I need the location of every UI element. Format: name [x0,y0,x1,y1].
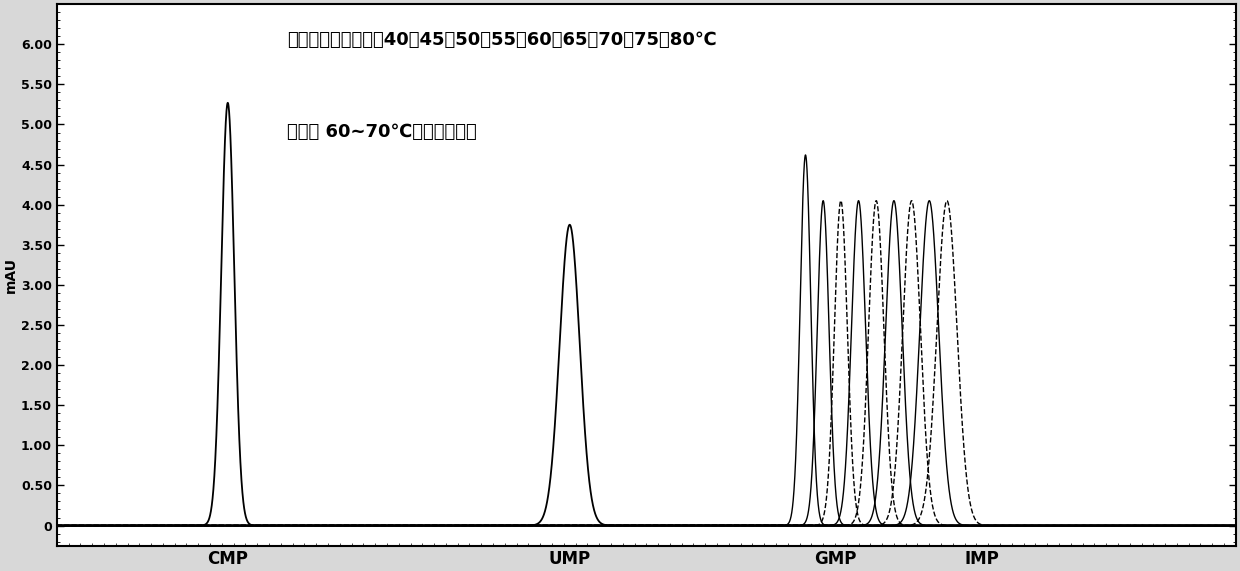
Text: IMP: IMP [965,549,999,568]
Text: 其中在 60~70℃之间分离较好: 其中在 60~70℃之间分离较好 [286,123,476,141]
Text: CMP: CMP [207,549,248,568]
Y-axis label: mAU: mAU [4,257,19,293]
Text: GMP: GMP [813,549,856,568]
Text: UMP: UMP [548,549,590,568]
Text: 从左到右柱温顺序：40、45、50、55、60、65、70、75㠀80℃: 从左到右柱温顺序：40、45、50、55、60、65、70、75㠀80℃ [286,31,717,49]
